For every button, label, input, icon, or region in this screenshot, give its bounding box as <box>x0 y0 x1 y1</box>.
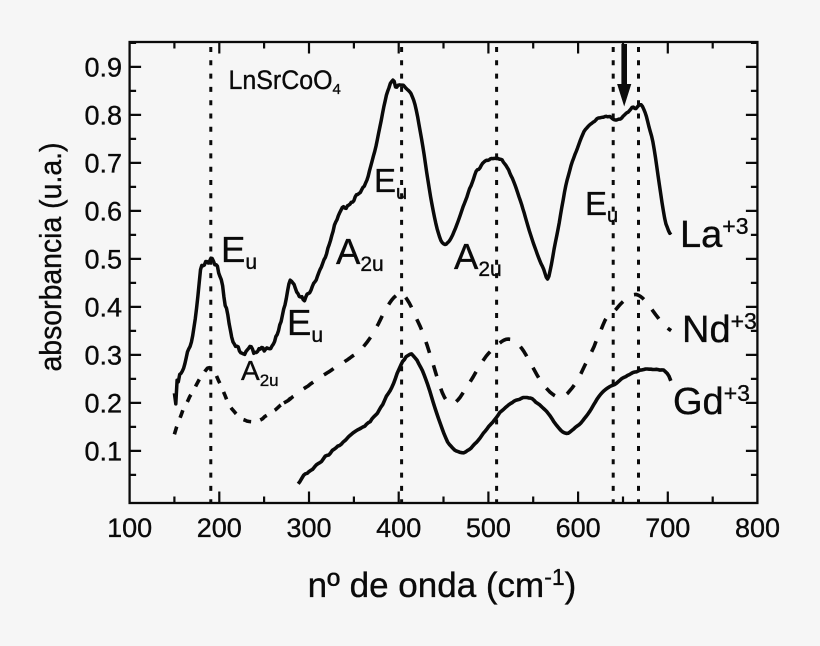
svg-text:Gd+3: Gd+3 <box>673 380 750 423</box>
svg-text:400: 400 <box>376 513 421 543</box>
svg-text:nº de onda (cm-1): nº de onda (cm-1) <box>308 564 577 605</box>
svg-text:0.4: 0.4 <box>84 292 122 322</box>
svg-text:0.9: 0.9 <box>84 52 122 82</box>
svg-text:0.1: 0.1 <box>84 436 122 466</box>
svg-text:700: 700 <box>645 513 690 543</box>
svg-text:absorbancia (u.a.): absorbancia (u.a.) <box>33 143 68 372</box>
svg-text:0.3: 0.3 <box>84 340 122 370</box>
svg-text:Eu: Eu <box>374 162 407 204</box>
svg-text:0.2: 0.2 <box>84 388 122 418</box>
svg-text:200: 200 <box>197 513 242 543</box>
svg-text:300: 300 <box>286 513 331 543</box>
svg-text:800: 800 <box>735 513 780 543</box>
svg-text:600: 600 <box>556 513 601 543</box>
svg-text:100: 100 <box>107 513 152 543</box>
svg-text:LnSrCoO4: LnSrCoO4 <box>229 65 341 98</box>
svg-text:0.8: 0.8 <box>84 100 122 130</box>
svg-text:Eu: Eu <box>221 229 257 274</box>
svg-text:A2u: A2u <box>336 231 384 276</box>
svg-text:0.6: 0.6 <box>84 196 122 226</box>
svg-text:0.5: 0.5 <box>84 244 122 274</box>
svg-text:0.7: 0.7 <box>84 148 122 178</box>
svg-text:500: 500 <box>466 513 511 543</box>
